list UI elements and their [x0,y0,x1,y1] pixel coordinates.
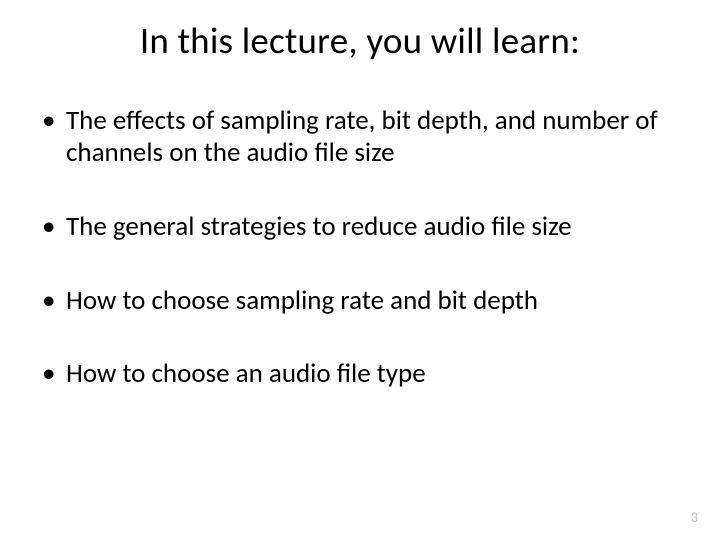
bullet-icon: • [42,211,66,243]
bullet-list: • The effects of sampling rate, bit dept… [38,105,682,390]
bullet-icon: • [42,285,66,317]
list-item: • The general strategies to reduce audio… [42,211,682,243]
page-number: 3 [691,509,698,526]
list-item: • How to choose an audio file type [42,358,682,390]
slide-title: In this lecture, you will learn: [38,18,682,63]
list-item: • How to choose sampling rate and bit de… [42,285,682,317]
bullet-text: The effects of sampling rate, bit depth,… [66,105,682,169]
bullet-icon: • [42,358,66,390]
slide-container: In this lecture, you will learn: • The e… [0,0,720,540]
bullet-text: How to choose sampling rate and bit dept… [66,285,682,317]
bullet-text: How to choose an audio file type [66,358,682,390]
bullet-icon: • [42,105,66,137]
bullet-text: The general strategies to reduce audio f… [66,211,682,243]
list-item: • The effects of sampling rate, bit dept… [42,105,682,169]
